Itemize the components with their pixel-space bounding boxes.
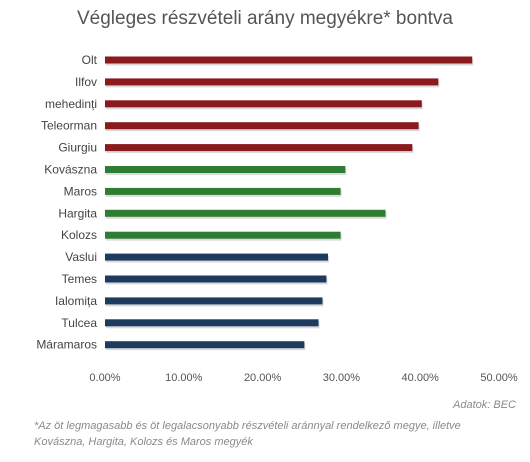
category-label: Hargita xyxy=(58,206,97,220)
bar xyxy=(105,319,319,327)
category-label: Olt xyxy=(82,53,98,67)
bar-chart: Olt Ilfov mehedinți Teleorman Giurgiu Kovászn… xyxy=(36,53,518,384)
category-label: mehedinți xyxy=(45,97,97,111)
bar xyxy=(105,209,386,217)
data-source: Adatok: BEC xyxy=(453,399,516,411)
x-tick-label: 10.00% xyxy=(165,372,203,384)
bar xyxy=(105,122,419,130)
chart-title: Végleges részvételi arány megyékre* bont… xyxy=(77,8,453,29)
bar xyxy=(105,100,422,108)
category-label: Temes xyxy=(62,272,97,286)
bar xyxy=(105,253,329,261)
bar xyxy=(105,341,305,349)
category-label: Kovászna xyxy=(44,163,97,177)
bar xyxy=(105,78,439,86)
category-label: Giurgiu xyxy=(58,141,97,155)
bar xyxy=(105,166,346,173)
bar xyxy=(105,56,473,64)
category-label: Kolozs xyxy=(61,228,97,242)
category-label: Ialomița xyxy=(55,294,97,308)
x-tick-label: 50.00% xyxy=(480,372,518,384)
bar xyxy=(105,275,327,283)
category-label: Máramaros xyxy=(36,338,97,352)
category-label: Ilfov xyxy=(75,75,97,89)
category-label: Teleorman xyxy=(41,119,97,133)
bar xyxy=(105,144,413,152)
bar xyxy=(105,187,341,195)
bar xyxy=(105,297,323,305)
category-label: Tulcea xyxy=(61,316,97,330)
category-label: Maros xyxy=(64,184,97,198)
x-tick-label: 40.00% xyxy=(402,372,440,384)
category-label: Vaslui xyxy=(65,250,97,264)
x-tick-label: 30.00% xyxy=(323,372,361,384)
x-tick-label: 20.00% xyxy=(244,372,282,384)
x-tick-label: 0.00% xyxy=(89,372,120,384)
bar xyxy=(105,231,341,239)
chart-footnote: *Az öt legmagasabb és öt legalacsonyabb … xyxy=(34,420,461,448)
